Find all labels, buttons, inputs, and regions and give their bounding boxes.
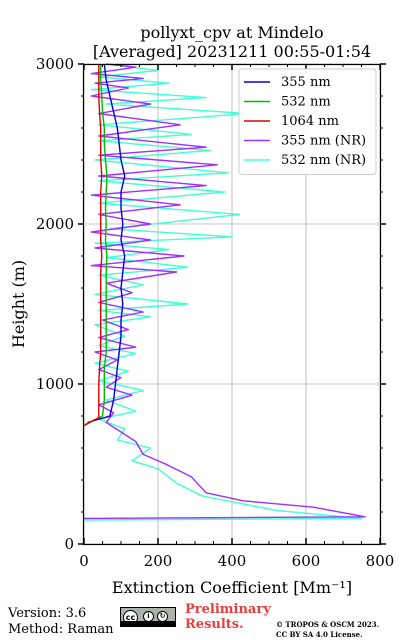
y-axis-label: Height (m) [9,260,28,348]
badge-strip [121,621,175,626]
legend-label: 355 nm [281,75,331,90]
copyright-notice: © TROPOS & OSCM 2023. CC BY SA 4.0 Licen… [276,620,379,640]
preliminary-line2: Results. [185,617,244,632]
y-tick-label: 3000 [36,55,74,73]
legend-label: 1064 nm [281,114,339,129]
x-axis-label: Extinction Coefficient [Mm⁻¹] [112,578,352,597]
legend: 355 nm 532 nm 1064 nm 355 nm (NR) 532 nm (NR… [238,68,377,175]
axis-ticks: 0 200 400 600 800 0 1000 2000 3000 [36,55,395,570]
chart-subtitle: [Averaged] 20231211 00:55-01:54 [93,42,371,61]
x-tick-label: 400 [218,552,247,570]
x-tick-label: 200 [144,552,173,570]
copyright-line1: © TROPOS & OSCM 2023. [276,620,380,629]
series-line-532-nm [85,64,108,425]
legend-label: 355 nm (NR) [281,134,366,149]
y-tick-label: 0 [64,535,74,553]
cc-license-badge: cc i ↻ [120,607,176,627]
x-tick-label: 600 [292,552,321,570]
preliminary-line1: Preliminary [185,602,271,617]
plot-area [83,63,366,521]
chart-figure: pollyxt_cpv at Mindelo [Averaged] 202312… [9,23,395,597]
series-line-355-nm [87,63,126,424]
y-tick-label: 2000 [36,215,74,233]
series-line-532-nm-nr [83,63,363,521]
chart-title: pollyxt_cpv at Mindelo [140,23,323,42]
copyright-line2: CC BY SA 4.0 License. [276,630,363,639]
legend-label: 532 nm (NR) [281,153,366,168]
version-text: Version: 3.6 [8,606,87,621]
legend-box [238,68,377,175]
y-tick-label: 1000 [36,375,74,393]
series-line-1064-nm [83,64,103,427]
method-text: Method: Raman [8,622,114,637]
legend-label: 532 nm [281,95,331,110]
x-tick-label: 800 [366,552,395,570]
preliminary-results: Preliminary Results. [185,602,271,632]
x-tick-label: 0 [79,552,89,570]
